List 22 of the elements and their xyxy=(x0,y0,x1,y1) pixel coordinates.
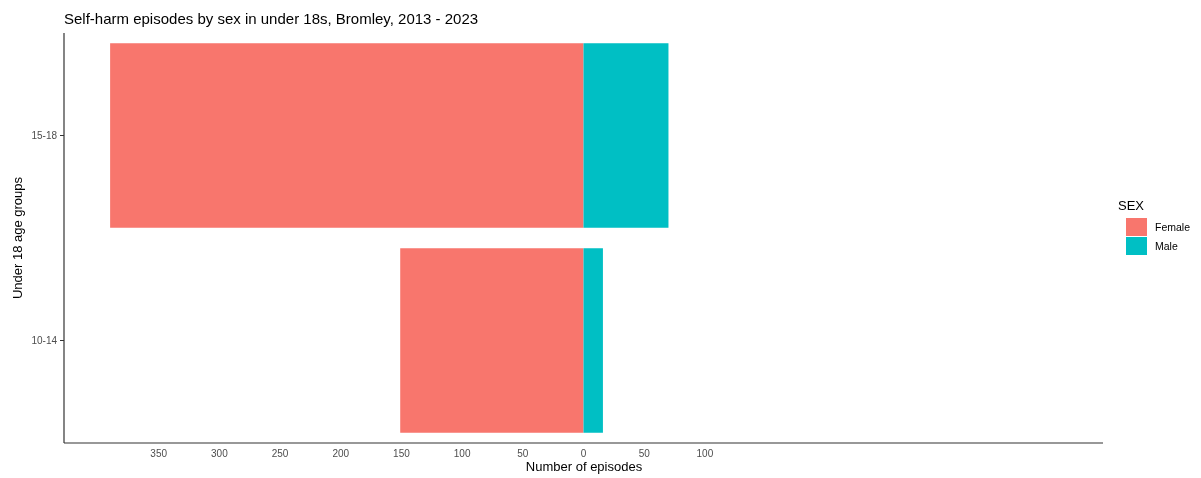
x-tick-label: 150 xyxy=(393,448,411,459)
bar xyxy=(583,43,669,228)
x-tick-label: 100 xyxy=(696,448,714,459)
x-tick-label: 200 xyxy=(332,448,350,459)
bar xyxy=(583,248,603,433)
x-tick-label: 250 xyxy=(271,448,289,459)
x-axis-title: Number of episodes xyxy=(525,459,643,474)
y-axis-title: Under 18 age groups xyxy=(10,176,25,300)
x-tick-label: 350 xyxy=(150,448,168,459)
x-tick-label: 50 xyxy=(517,448,529,459)
bar xyxy=(110,43,584,228)
y-tick-label: 15-18 xyxy=(31,130,58,141)
x-tick-label: 50 xyxy=(638,448,651,459)
legend-label: Female xyxy=(1155,221,1191,233)
legend-title: SEX xyxy=(1118,198,1145,213)
y-tick-label: 10-14 xyxy=(31,335,58,346)
x-tick-label: 300 xyxy=(211,448,229,459)
legend-label: Male xyxy=(1155,240,1178,252)
x-tick-label: 100 xyxy=(453,448,471,459)
bar xyxy=(400,248,584,433)
x-tick-label: 0 xyxy=(580,448,587,459)
chart-title: Self-harm episodes by sex in under 18s, Bromley, 2013 - 2023 xyxy=(64,10,479,27)
